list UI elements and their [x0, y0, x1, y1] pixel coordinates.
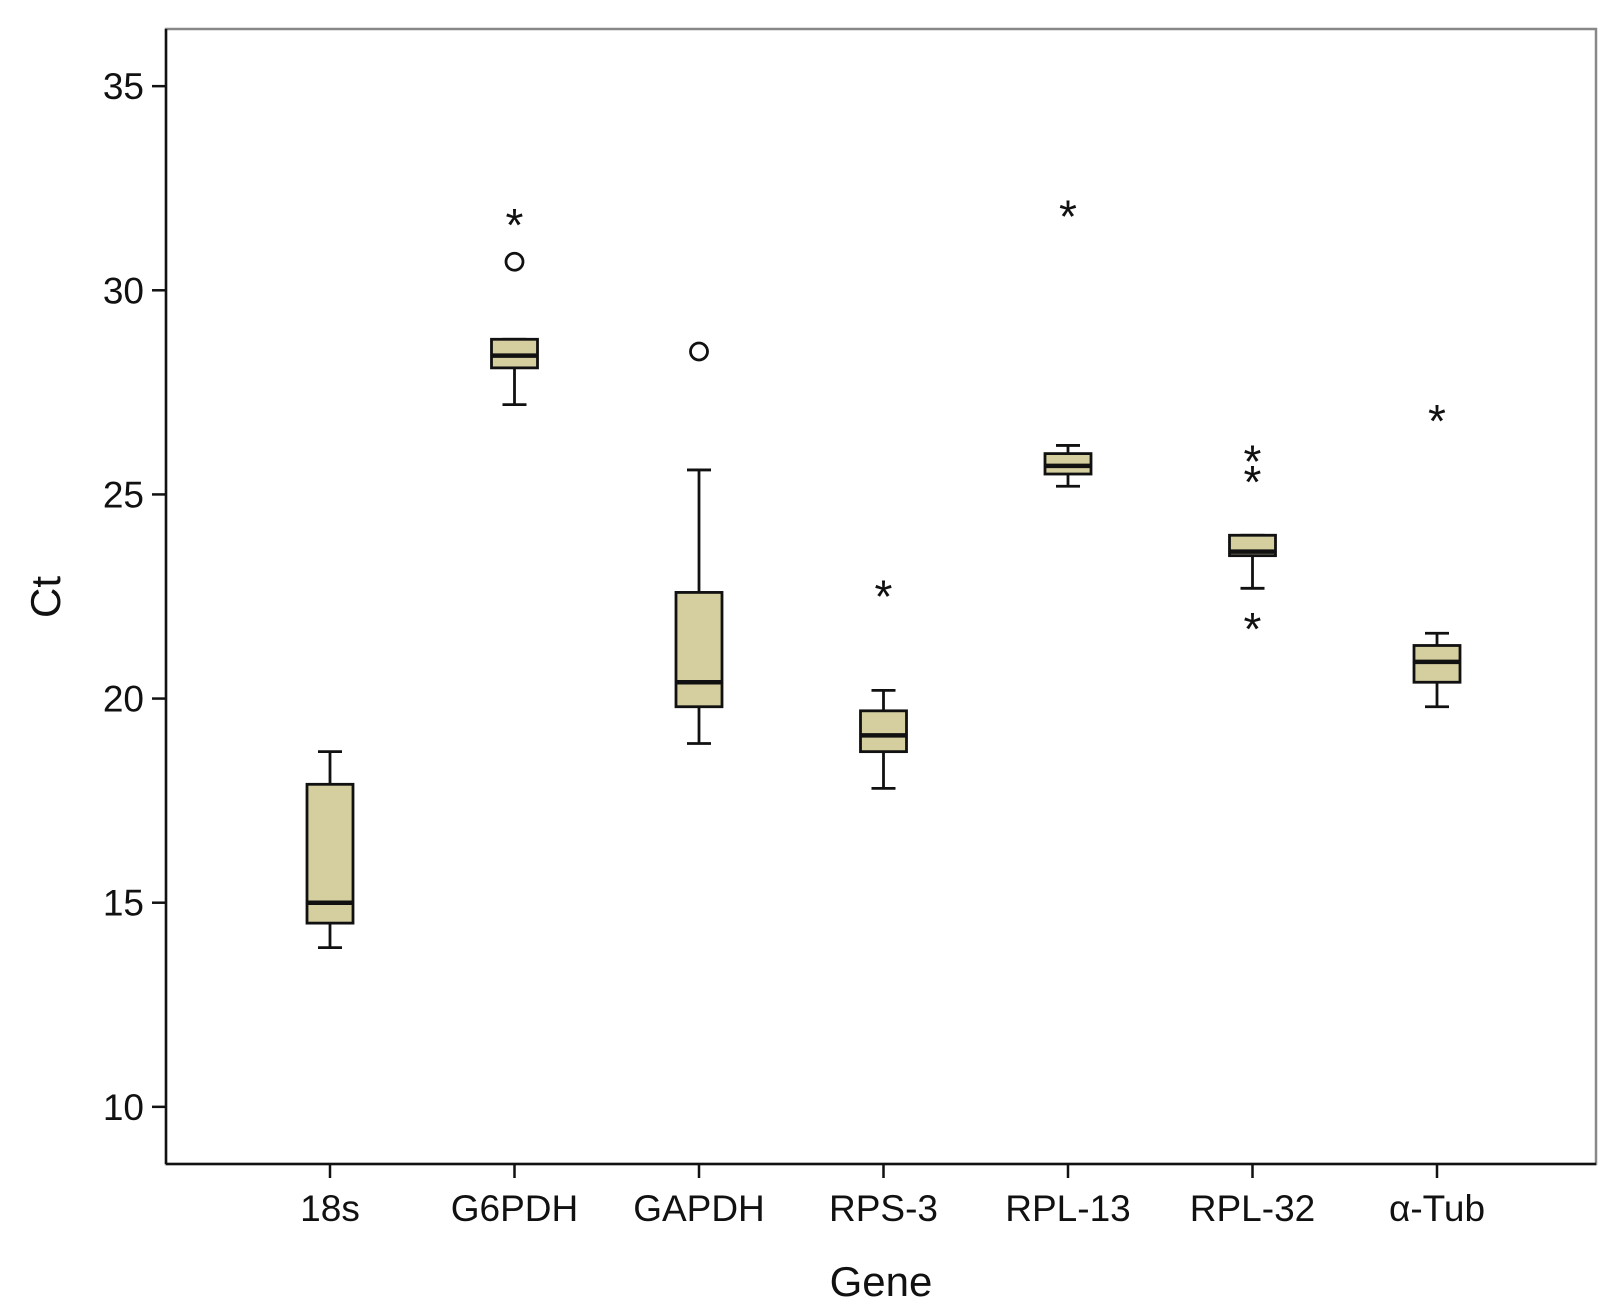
x-tick-label: RPS-3 [829, 1188, 938, 1229]
box-G6PDH: * [490, 199, 539, 407]
outlier-star: * [875, 570, 893, 622]
box-RPL-13: * [1043, 191, 1093, 488]
x-tick-label: α-Tub [1389, 1188, 1485, 1229]
x-tick-label: G6PDH [451, 1188, 578, 1229]
x-tick-label: RPL-13 [1005, 1188, 1130, 1229]
outlier-circle [689, 341, 709, 362]
box-RPL-32: *** [1228, 436, 1277, 655]
x-tick-label: GAPDH [633, 1188, 765, 1229]
box-α-Tub: * [1412, 395, 1462, 709]
y-tick-label: 10 [103, 1087, 144, 1128]
x-axis-title: Gene [830, 1258, 933, 1305]
y-axis-title: Ct [22, 576, 69, 618]
y-tick-label: 15 [103, 883, 144, 924]
x-tick-label: 18s [300, 1188, 360, 1229]
box-GAPDH [674, 341, 724, 745]
y-tick-label: 20 [103, 679, 144, 720]
iqr-box [674, 591, 724, 709]
box-series: ******* [305, 191, 1462, 950]
x-axis-ticks: 18s G6PDH GAPDH RPS-3 RPL-13 RPL-32 α-Tub [300, 1164, 1485, 1229]
y-tick-label: 30 [103, 270, 144, 311]
outlier-star: * [1244, 436, 1262, 488]
box-RPS-3: * [859, 570, 908, 790]
y-axis-ticks: 10 15 20 25 30 35 [103, 66, 166, 1128]
outlier-star: * [1244, 456, 1262, 508]
x-tick-label: RPL-32 [1190, 1188, 1315, 1229]
outlier-star: * [506, 199, 524, 251]
iqr-box [305, 782, 355, 925]
box-18s [305, 750, 355, 950]
outlier-star: * [1428, 395, 1446, 447]
outlier-circle [504, 251, 525, 272]
y-tick-label: 35 [103, 66, 144, 107]
outlier-star: * [1059, 191, 1077, 243]
iqr-box [859, 709, 908, 754]
y-tick-label: 25 [103, 474, 144, 515]
outlier-star: * [1244, 603, 1262, 655]
